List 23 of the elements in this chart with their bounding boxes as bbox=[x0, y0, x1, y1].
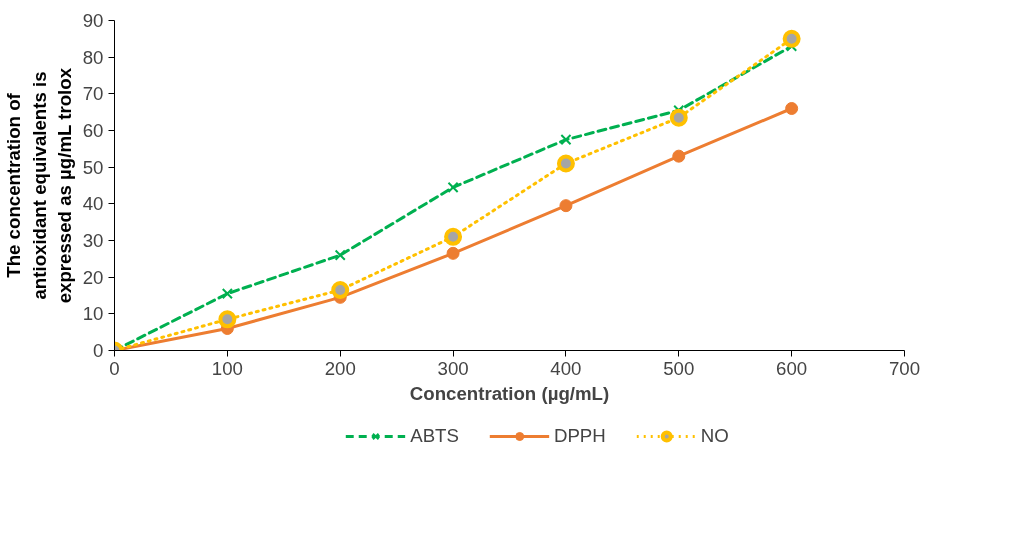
legend-label: NO bbox=[700, 425, 729, 447]
y-tick-label: 40 bbox=[82, 193, 104, 215]
x-tick-label: 600 bbox=[776, 357, 808, 379]
y-axis-title: The concentration of antioxidant equivalents is expressed as µg/mL trolox bbox=[3, 67, 75, 304]
x-tick-label: 200 bbox=[324, 357, 356, 379]
x-tick-label: 400 bbox=[550, 357, 582, 379]
y-tick-label: 0 bbox=[93, 340, 104, 361]
legend-label: ABTS bbox=[410, 425, 459, 447]
y-tick-label: 90 bbox=[82, 10, 104, 31]
x-tick-label: 300 bbox=[437, 357, 469, 379]
y-tick-label: 80 bbox=[82, 46, 104, 68]
x-axis-title: Concentration (µg/mL) bbox=[409, 382, 610, 404]
y-tick-label: 20 bbox=[82, 266, 104, 288]
x-tick-label: 700 bbox=[888, 357, 921, 379]
y-tick-label: 30 bbox=[82, 230, 104, 251]
y-tick-label: 70 bbox=[82, 83, 104, 105]
legend-label: DPPH bbox=[553, 425, 606, 447]
y-tick-label: 60 bbox=[82, 120, 104, 141]
x-tick-label: 0 bbox=[109, 357, 120, 379]
y-tick-label: 10 bbox=[82, 303, 104, 325]
x-tick-label: 500 bbox=[663, 357, 695, 379]
x-tick-label: 100 bbox=[211, 357, 243, 379]
y-tick-label: 50 bbox=[82, 156, 104, 178]
